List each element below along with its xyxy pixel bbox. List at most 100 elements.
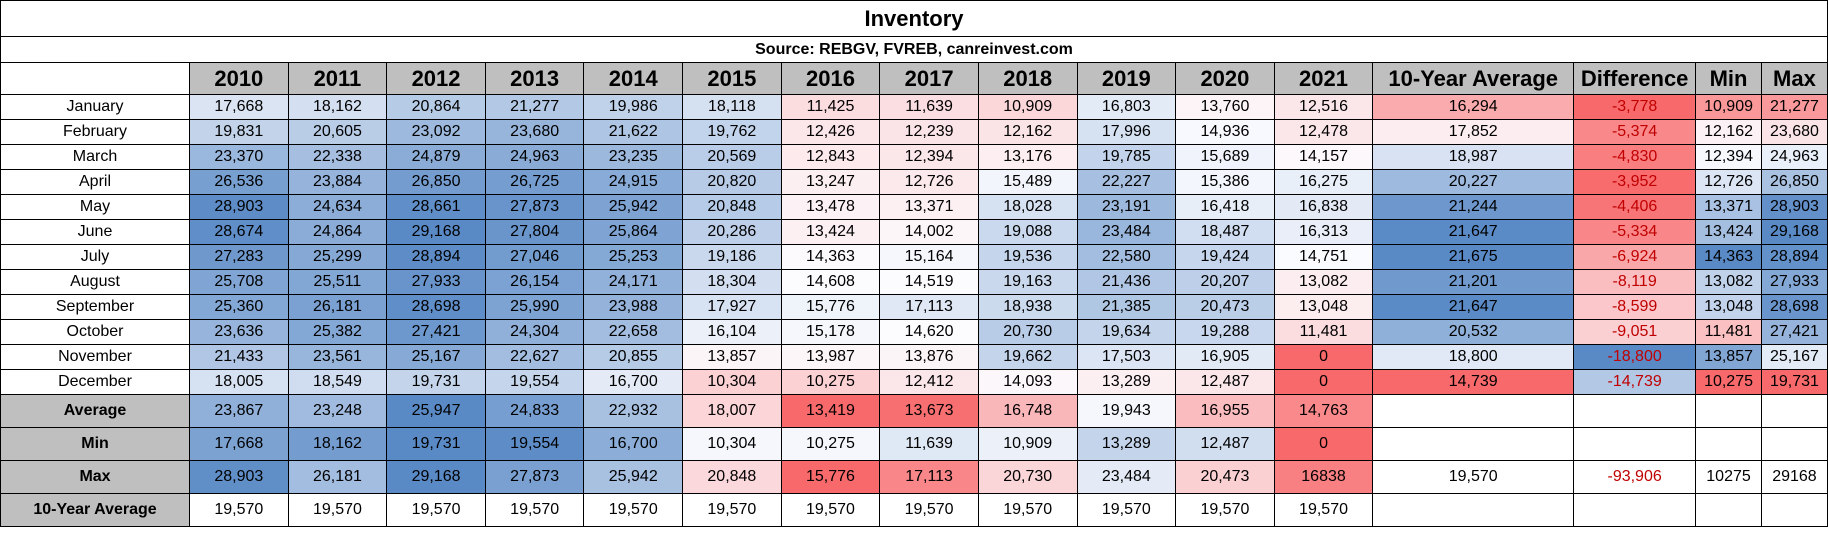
value-cell: 23,092 [386,119,486,145]
value-cell: 15,386 [1175,169,1275,195]
value-cell: 15,776 [780,294,881,320]
value-cell: 15,164 [879,244,979,270]
value-cell: 24,304 [484,319,585,345]
min-cell: 10,909 [1695,94,1762,120]
value-cell: 14,363 [780,244,881,270]
column-header: 2013 [484,62,585,95]
summary-min-cell [1695,394,1762,428]
value-cell: 13,857 [682,344,782,370]
summary-value-cell: 22,932 [583,394,684,428]
column-header: 2014 [583,62,684,95]
value-cell: 22,658 [583,319,684,345]
difference-cell: -3,952 [1573,169,1697,195]
value-cell: 17,996 [1076,119,1177,145]
summary-value-cell: 19,570 [977,493,1078,527]
value-cell: 19,986 [583,94,684,120]
month-label: November [0,344,191,370]
value-cell: 18,487 [1175,219,1275,245]
month-label: December [0,369,191,395]
column-header: 2015 [682,62,782,95]
summary-value-cell: 23,867 [189,394,289,428]
month-label: March [0,144,191,170]
value-cell: 23,636 [189,319,289,345]
value-cell: 19,554 [484,369,585,395]
ten-year-average-cell: 18,987 [1372,144,1575,170]
value-cell: 22,227 [1076,169,1177,195]
column-header: Max [1760,62,1828,95]
value-cell: 27,283 [189,244,289,270]
value-cell: 13,082 [1273,269,1374,295]
value-cell: 19,634 [1076,319,1177,345]
value-cell: 20,730 [977,319,1078,345]
column-header: 2018 [977,62,1078,95]
value-cell: 12,412 [879,369,979,395]
value-cell: 19,831 [189,119,289,145]
value-cell: 27,046 [484,244,585,270]
max-cell: 19,731 [1760,369,1828,395]
summary-value-cell: 13,289 [1076,427,1177,461]
value-cell: 23,370 [189,144,289,170]
value-cell: 26,181 [287,294,388,320]
value-cell: 25,511 [287,269,388,295]
value-cell: 21,385 [1076,294,1177,320]
value-cell: 13,048 [1273,294,1374,320]
value-cell: 20,473 [1175,294,1275,320]
value-cell: 11,639 [879,94,979,120]
summary-value-cell: 0 [1273,427,1374,461]
value-cell: 27,804 [484,219,585,245]
difference-cell: -3,778 [1573,94,1697,120]
value-cell: 20,605 [287,119,388,145]
value-cell: 12,162 [977,119,1078,145]
summary-value-cell: 25,942 [583,460,684,494]
value-cell: 10,909 [977,94,1078,120]
summary-value-cell: 19,570 [386,493,486,527]
value-cell: 14,519 [879,269,979,295]
summary-value-cell: 19,570 [287,493,388,527]
summary-value-cell: 19,731 [386,427,486,461]
summary-row: Max 28,903 26,181 29,168 27,873 25,942 20,848 1… [0,460,1828,494]
column-header: 2016 [780,62,881,95]
value-cell: 23,680 [484,119,585,145]
value-cell: 20,569 [682,144,782,170]
value-cell: 17,668 [189,94,289,120]
difference-cell: -4,406 [1573,194,1697,220]
value-cell: 20,848 [682,194,782,220]
value-cell: 10,275 [780,369,881,395]
month-label: January [0,94,191,120]
table-source: Source: REBGV, FVREB, canreinvest.com [0,36,1828,63]
value-cell: 25,864 [583,219,684,245]
value-cell: 18,938 [977,294,1078,320]
difference-cell: -5,334 [1573,219,1697,245]
value-cell: 19,424 [1175,244,1275,270]
summary-value-cell: 20,848 [682,460,782,494]
value-cell: 14,936 [1175,119,1275,145]
summary-min-cell: 10275 [1695,460,1762,494]
value-cell: 23,484 [1076,219,1177,245]
table-row: February 19,831 20,605 23,092 23,680 21,622 19… [0,119,1828,145]
value-cell: 13,247 [780,169,881,195]
value-cell: 28,661 [386,194,486,220]
summary-value-cell: 15,776 [780,460,881,494]
value-cell: 22,627 [484,344,585,370]
summary-min-cell [1695,493,1762,527]
difference-cell: -4,830 [1573,144,1697,170]
value-cell: 20,820 [682,169,782,195]
min-cell: 13,857 [1695,344,1762,370]
value-cell: 23,884 [287,169,388,195]
table-title: Inventory [0,0,1828,37]
max-cell: 26,850 [1760,169,1828,195]
summary-value-cell: 17,113 [879,460,979,494]
min-cell: 10,275 [1695,369,1762,395]
difference-cell: -9,051 [1573,319,1697,345]
value-cell: 15,178 [780,319,881,345]
summary-min-cell [1695,427,1762,461]
summary-value-cell: 16,700 [583,427,684,461]
value-cell: 14,620 [879,319,979,345]
value-cell: 20,286 [682,219,782,245]
value-cell: 18,549 [287,369,388,395]
ten-year-average-cell: 20,532 [1372,319,1575,345]
summary-value-cell: 10,909 [977,427,1078,461]
ten-year-average-cell: 21,647 [1372,219,1575,245]
min-cell: 12,726 [1695,169,1762,195]
